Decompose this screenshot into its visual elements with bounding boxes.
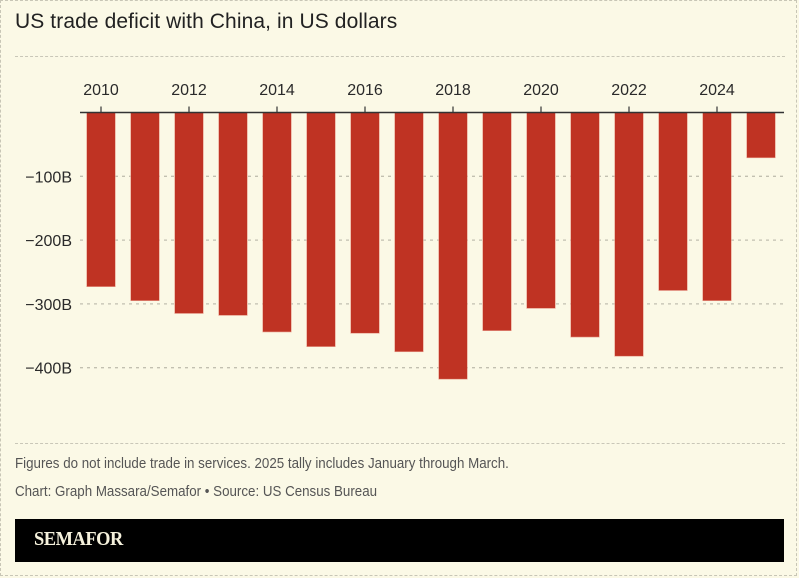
bar-2015: [306, 112, 336, 347]
bar-2014: [262, 112, 292, 333]
brand-bar: SEMAFOR: [15, 519, 784, 562]
x-tick-label: 2012: [171, 82, 207, 99]
x-axis: [80, 106, 784, 114]
x-tick-label: 2010: [83, 82, 119, 99]
y-tick-label: −100B: [25, 169, 72, 186]
x-tick-label: 2024: [699, 82, 735, 99]
x-tick-label: 2022: [611, 82, 647, 99]
x-tick-label: 2016: [347, 82, 383, 99]
y-axis-labels: −100B −200B −300B −400B: [25, 169, 72, 377]
chart-title: US trade deficit with China, in US dolla…: [15, 10, 398, 33]
bar-2025: [746, 112, 776, 159]
semafor-logo: SEMAFOR: [34, 528, 123, 550]
bar-2011: [130, 112, 160, 302]
gridlines: [80, 175, 784, 369]
bar-2024: [702, 112, 732, 302]
bar-2023: [658, 112, 688, 291]
x-tick-label: 2014: [259, 82, 295, 99]
bar-2020: [526, 112, 556, 309]
y-tick-label: −200B: [25, 233, 72, 250]
bars: [86, 112, 776, 380]
bar-2022: [614, 112, 644, 357]
x-tick-label: 2018: [435, 82, 471, 99]
title-divider: [15, 56, 785, 57]
source-credit: Chart: Graph Massara/Semafor • Source: U…: [15, 484, 378, 500]
footer-divider: [15, 443, 785, 444]
bar-2019: [482, 112, 512, 331]
bar-2012: [174, 112, 204, 314]
footnote: Figures do not include trade in services…: [15, 456, 509, 472]
x-axis-labels: 2010 2012 2014 2016 2018 2020 2022 2024: [83, 82, 735, 99]
bar-2017: [394, 112, 424, 353]
bar-2021: [570, 112, 600, 338]
bar-2013: [218, 112, 248, 316]
bar-2010: [86, 112, 116, 287]
bar-2016: [350, 112, 380, 334]
x-tick-label: 2020: [523, 82, 559, 99]
bar-chart: −100B−200B−300B−400B 2010 2012 2014 2016 201…: [25, 82, 784, 380]
y-tick-label: −300B: [25, 297, 72, 314]
y-tick-label: −400B: [25, 361, 72, 378]
bar-2018: [438, 112, 468, 380]
